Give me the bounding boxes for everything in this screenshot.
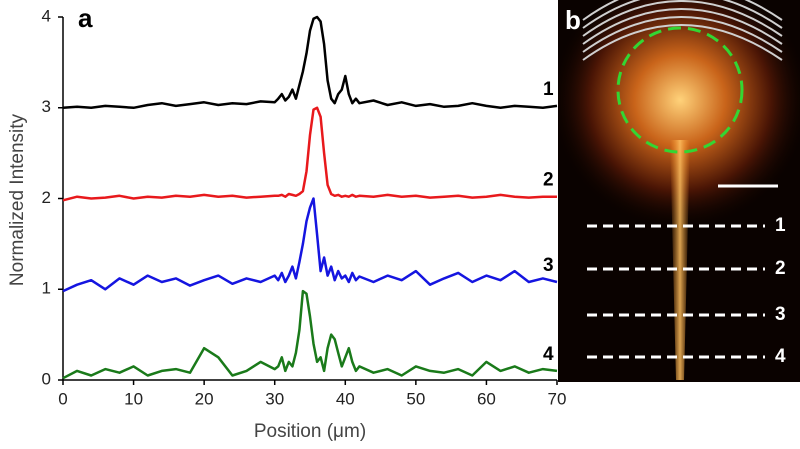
x-tick-label: 50 (406, 389, 425, 408)
x-axis-label: Position (μm) (254, 421, 366, 442)
x-tick-label: 10 (124, 389, 143, 408)
line-series (62, 106, 557, 202)
y-tick-label: 1 (42, 279, 51, 298)
y-axis-label: Normalized Intensity (7, 113, 28, 286)
series-label: 4 (543, 344, 554, 365)
image-line-label: 2 (775, 258, 786, 279)
x-tick-label: 60 (477, 389, 496, 408)
image-line-label: 4 (775, 346, 786, 367)
y-tick-label: 4 (42, 6, 51, 25)
x-tick-label: 0 (58, 389, 67, 408)
line-series (62, 15, 558, 110)
panel-label: a (78, 3, 93, 33)
image-line-label: 3 (775, 304, 786, 325)
series-label: 1 (543, 79, 554, 100)
series-label: 2 (543, 170, 554, 191)
line-series (62, 197, 558, 293)
x-tick-label: 40 (336, 389, 355, 408)
y-tick-label: 2 (42, 188, 51, 207)
y-tick-label: 3 (42, 97, 51, 116)
image-panel: 1 2 3 4 b (558, 0, 800, 382)
y-tick-label: 0 (42, 369, 51, 388)
panel-label: b (565, 5, 581, 35)
image-line-label: 1 (775, 215, 786, 236)
line-series (62, 289, 558, 380)
x-tick-label: 20 (195, 389, 214, 408)
x-tick-label: 70 (548, 389, 567, 408)
series-label: 3 (543, 255, 554, 276)
x-tick-label: 30 (265, 389, 284, 408)
